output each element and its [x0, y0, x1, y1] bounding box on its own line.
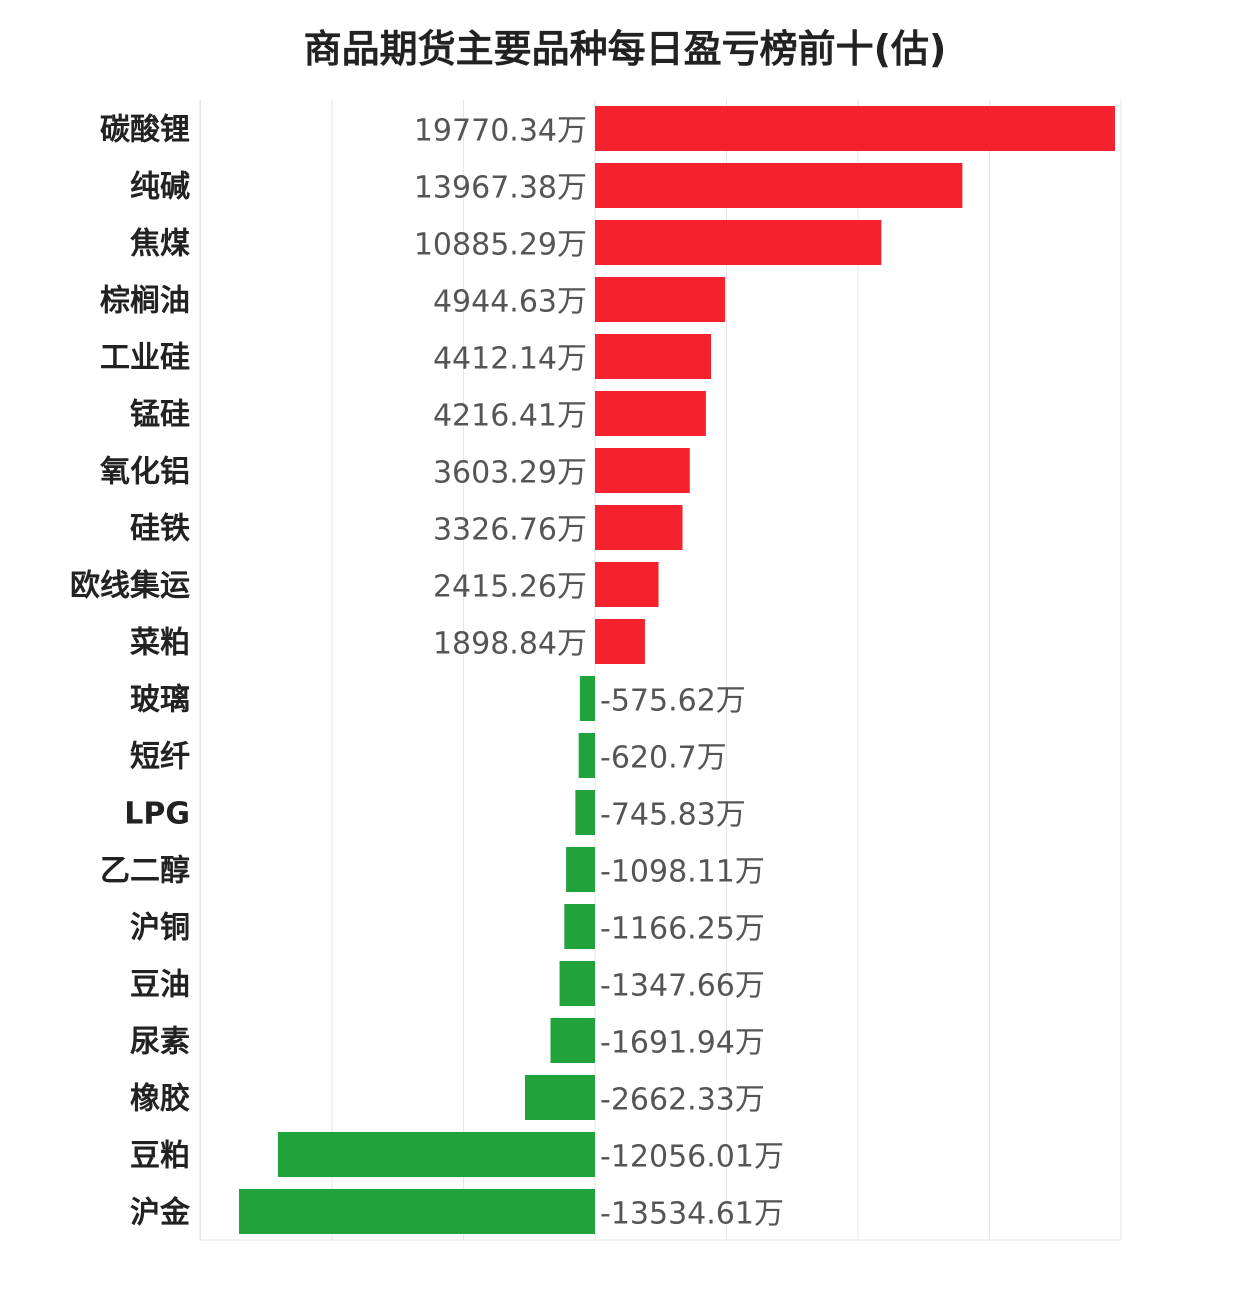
value-label: 10885.29万	[414, 228, 587, 263]
value-label: -1347.66万	[600, 969, 765, 1004]
value-label: 2415.26万	[433, 570, 587, 605]
category-label: 橡胶	[130, 1082, 190, 1117]
value-label: -13534.61万	[600, 1197, 784, 1232]
bar-豆油	[559, 961, 595, 1006]
category-label: 碳酸锂	[100, 113, 190, 148]
bar-氧化铝	[595, 448, 690, 493]
value-label: 4944.63万	[433, 285, 587, 320]
value-label: 3326.76万	[433, 513, 587, 548]
value-label: -12056.01万	[600, 1140, 784, 1175]
value-label: 4412.14万	[433, 342, 587, 377]
category-label: 尿素	[130, 1025, 190, 1060]
bar-硅铁	[595, 505, 683, 550]
bar-LPG	[575, 790, 595, 835]
chart-title: 商品期货主要品种每日盈亏榜前十(估)	[303, 27, 947, 71]
category-label: 锰硅	[130, 398, 190, 433]
category-label: 豆油	[130, 968, 190, 1003]
bar-沪铜	[564, 904, 595, 949]
bar-短纤	[578, 733, 595, 778]
bar-菜粕	[595, 619, 645, 664]
category-label: 沪铜	[130, 911, 190, 946]
value-label: 4216.41万	[433, 399, 587, 434]
value-label: -1691.94万	[600, 1026, 765, 1061]
value-label: -1166.25万	[600, 912, 765, 947]
value-label: -745.83万	[600, 798, 746, 833]
category-label: 工业硅	[100, 341, 190, 376]
category-label: 氧化铝	[100, 455, 190, 490]
category-label: 豆粕	[130, 1139, 190, 1174]
value-label: -1098.11万	[600, 855, 765, 890]
bar-玻璃	[579, 676, 595, 721]
value-label: 19770.34万	[414, 114, 587, 149]
bar-尿素	[550, 1018, 595, 1063]
value-label: 3603.29万	[433, 456, 587, 491]
bar-欧线集运	[595, 562, 659, 607]
category-label: 纯碱	[130, 170, 190, 205]
value-label: -620.7万	[600, 741, 727, 776]
bar-碳酸锂	[595, 106, 1115, 151]
category-label: 欧线集运	[70, 569, 190, 604]
category-label: LPG	[124, 797, 190, 832]
bar-豆粕	[277, 1132, 595, 1177]
category-label: 短纤	[130, 740, 190, 775]
value-label: -575.62万	[600, 684, 746, 719]
bar-沪金	[239, 1189, 595, 1234]
category-label: 棕榈油	[100, 284, 190, 319]
bar-棕榈油	[595, 277, 726, 322]
value-label: 1898.84万	[433, 627, 587, 662]
category-label: 菜粕	[130, 626, 190, 661]
category-label: 玻璃	[130, 683, 190, 718]
category-label: 乙二醇	[100, 854, 190, 889]
bar-焦煤	[595, 220, 882, 265]
value-label: -2662.33万	[600, 1083, 765, 1118]
bar-纯碱	[595, 163, 963, 208]
category-label: 硅铁	[130, 512, 190, 547]
bar-乙二醇	[566, 847, 595, 892]
category-label: 沪金	[130, 1196, 191, 1231]
value-label: 13967.38万	[414, 171, 587, 206]
category-label: 焦煤	[130, 227, 190, 262]
bar-工业硅	[595, 334, 712, 379]
bar-锰硅	[595, 391, 706, 436]
bar-橡胶	[524, 1075, 595, 1120]
